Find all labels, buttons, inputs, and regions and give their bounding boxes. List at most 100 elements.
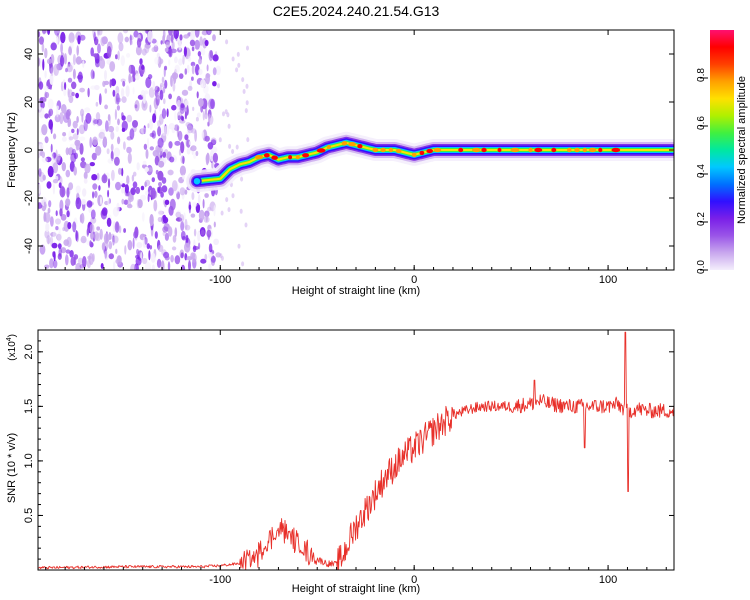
ridge-peak: [471, 147, 481, 153]
noise-blob: [48, 200, 52, 208]
noise-blob: [192, 201, 198, 207]
ridge-peak: [411, 152, 417, 157]
noise-blob: [76, 74, 83, 80]
noise-blob: [63, 87, 67, 97]
spectrogram-y-tick-label: 20: [23, 96, 35, 108]
noise-blob: [60, 247, 67, 254]
noise-blob: [139, 58, 143, 65]
noise-blob: [136, 38, 142, 48]
noise-blob: [215, 65, 221, 76]
noise-blob: [121, 115, 126, 121]
noise-blob: [95, 232, 101, 242]
noise-blob: [131, 174, 135, 182]
noise-blob: [226, 112, 230, 118]
noise-blob: [162, 34, 166, 45]
noise-blob: [212, 152, 218, 163]
noise-blob: [158, 182, 162, 187]
noise-blob: [127, 240, 133, 251]
noise-blob: [182, 54, 185, 65]
noise-blob: [80, 235, 87, 244]
noise-blob: [47, 58, 52, 65]
noise-blob: [241, 77, 245, 83]
noise-blob: [176, 99, 181, 111]
noise-blob: [187, 125, 194, 134]
noise-blob: [73, 152, 78, 159]
noise-blob: [197, 194, 201, 205]
noise-blob: [208, 113, 211, 123]
noise-blob: [169, 156, 175, 163]
noise-blob: [83, 178, 88, 184]
noise-blob: [123, 141, 126, 150]
noise-blob: [136, 199, 141, 209]
noise-blob: [80, 157, 85, 162]
noise-blob: [171, 246, 177, 251]
noise-blob: [103, 136, 107, 146]
ridge-peak: [534, 147, 543, 153]
noise-blob: [182, 174, 185, 180]
noise-blob: [174, 227, 178, 238]
noise-blob: [185, 234, 189, 244]
noise-blob: [196, 91, 199, 99]
noise-blob: [191, 76, 194, 81]
noise-blob: [156, 258, 162, 268]
noise-blob: [180, 230, 186, 240]
noise-blob: [114, 156, 120, 166]
noise-blob: [133, 30, 139, 38]
noise-blob: [65, 169, 71, 178]
noise-blob: [41, 157, 48, 163]
noise-blob: [52, 231, 57, 238]
noise-blob: [108, 253, 115, 260]
noise-blob: [61, 185, 64, 197]
noise-blob: [245, 83, 249, 89]
noise-blob: [104, 104, 108, 110]
noise-blob: [116, 105, 120, 111]
noise-blob: [154, 56, 160, 65]
noise-blob: [45, 222, 50, 233]
colorbar-tick-label: 0.0: [696, 260, 707, 274]
noise-blob: [235, 67, 239, 73]
noise-blob: [180, 141, 185, 154]
noise-blob: [98, 185, 101, 191]
noise-blob: [202, 198, 205, 209]
noise-blob: [95, 145, 102, 156]
noise-blob: [67, 222, 72, 230]
noise-blob: [42, 174, 46, 181]
noise-blob: [210, 255, 216, 263]
noise-blob: [67, 88, 70, 98]
noise-blob: [118, 42, 124, 52]
noise-blob: [194, 39, 200, 50]
ridge-peak: [254, 155, 264, 160]
noise-blob: [65, 147, 70, 156]
noise-blob: [126, 175, 130, 185]
spectrogram-y-tick-label: -40: [23, 238, 35, 254]
noise-blob: [71, 128, 75, 134]
noise-blob: [79, 136, 86, 141]
noise-blob: [95, 101, 99, 107]
snr-y-ticks: 0.5 1.0 1.5 2.0: [23, 340, 674, 560]
noise-blob: [235, 144, 239, 150]
noise-blob: [178, 73, 184, 79]
noise-blob: [65, 68, 68, 73]
noise-blob: [78, 124, 86, 135]
noise-blob: [100, 263, 104, 269]
noise-blob: [162, 214, 167, 222]
noise-blob: [168, 187, 174, 196]
noise-blob: [123, 228, 126, 233]
noise-blob: [184, 100, 190, 108]
noise-blob: [61, 136, 67, 142]
noise-blob: [80, 108, 85, 117]
noise-blob: [116, 93, 120, 105]
noise-blob: [120, 55, 126, 67]
noise-blob: [42, 30, 47, 34]
noise-blob: [93, 119, 99, 125]
noise-blob: [117, 118, 120, 126]
noise-blob: [237, 62, 241, 68]
noise-blob: [72, 133, 79, 140]
noise-blob: [49, 73, 54, 86]
noise-blob: [117, 32, 124, 44]
noise-blob: [164, 232, 169, 241]
noise-blob: [61, 104, 67, 114]
noise-blob: [128, 194, 134, 202]
noise-blob: [180, 221, 185, 232]
noise-blob: [208, 50, 213, 62]
